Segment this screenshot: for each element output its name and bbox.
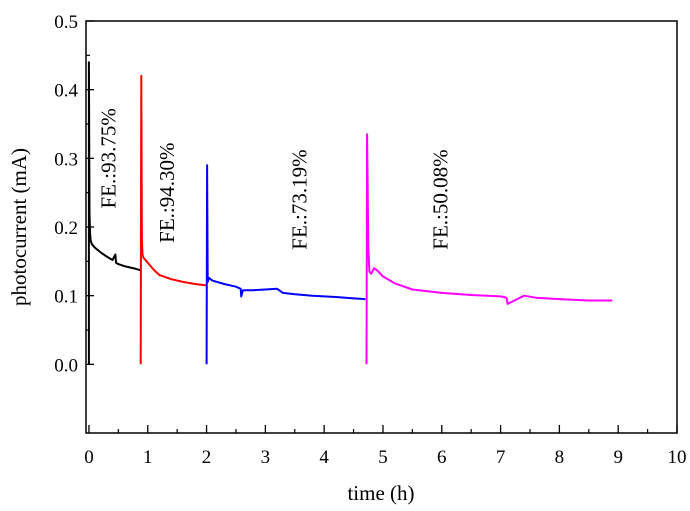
y-tick-label-0: 0.0 (54, 355, 78, 376)
series-line-0 (87, 61, 141, 365)
x-tick-label-9: 9 (613, 447, 623, 468)
y-tick-label-4: 0.4 (54, 81, 78, 102)
x-tick-label-8: 8 (555, 447, 565, 468)
x-axis-title: time (h) (347, 481, 414, 505)
x-tick-label-5: 5 (378, 447, 388, 468)
x-tick-label-3: 3 (261, 447, 271, 468)
x-tick-label-10: 10 (668, 447, 687, 468)
x-tick-label-6: 6 (437, 447, 447, 468)
series-layer (87, 61, 613, 365)
y-axis-title: photocurrent (mA) (7, 148, 31, 306)
fe-annotation-1: FE.:94.30% (155, 142, 179, 242)
y-tick-label-1: 0.1 (54, 287, 78, 308)
series-line-1 (139, 74, 207, 365)
x-tick-label-1: 1 (143, 447, 153, 468)
fe-annotation-2: FE.:73.19% (288, 149, 312, 249)
x-tick-label-2: 2 (202, 447, 212, 468)
axes-layer: 0 1 2 3 4 5 6 7 8 9 10 0.0 0.1 0.2 0.3 0.4 0.5 (54, 12, 686, 468)
x-tick-label-7: 7 (496, 447, 506, 468)
annotation-layer: FE.:93.75% FE.:94.30% FE.:73.19% FE.:50.08% (96, 108, 452, 250)
series-line-3 (365, 133, 613, 365)
y-tick-label-2: 0.2 (54, 218, 78, 239)
y-tick-label-3: 0.3 (54, 149, 78, 170)
fe-annotation-3: FE.:50.08% (429, 149, 453, 249)
x-tick-label-0: 0 (84, 447, 94, 468)
x-tick-label-4: 4 (319, 447, 329, 468)
fe-annotation-0: FE.:93.75% (96, 108, 120, 208)
series-line-2 (205, 164, 366, 365)
y-tick-label-5: 0.5 (54, 12, 78, 33)
